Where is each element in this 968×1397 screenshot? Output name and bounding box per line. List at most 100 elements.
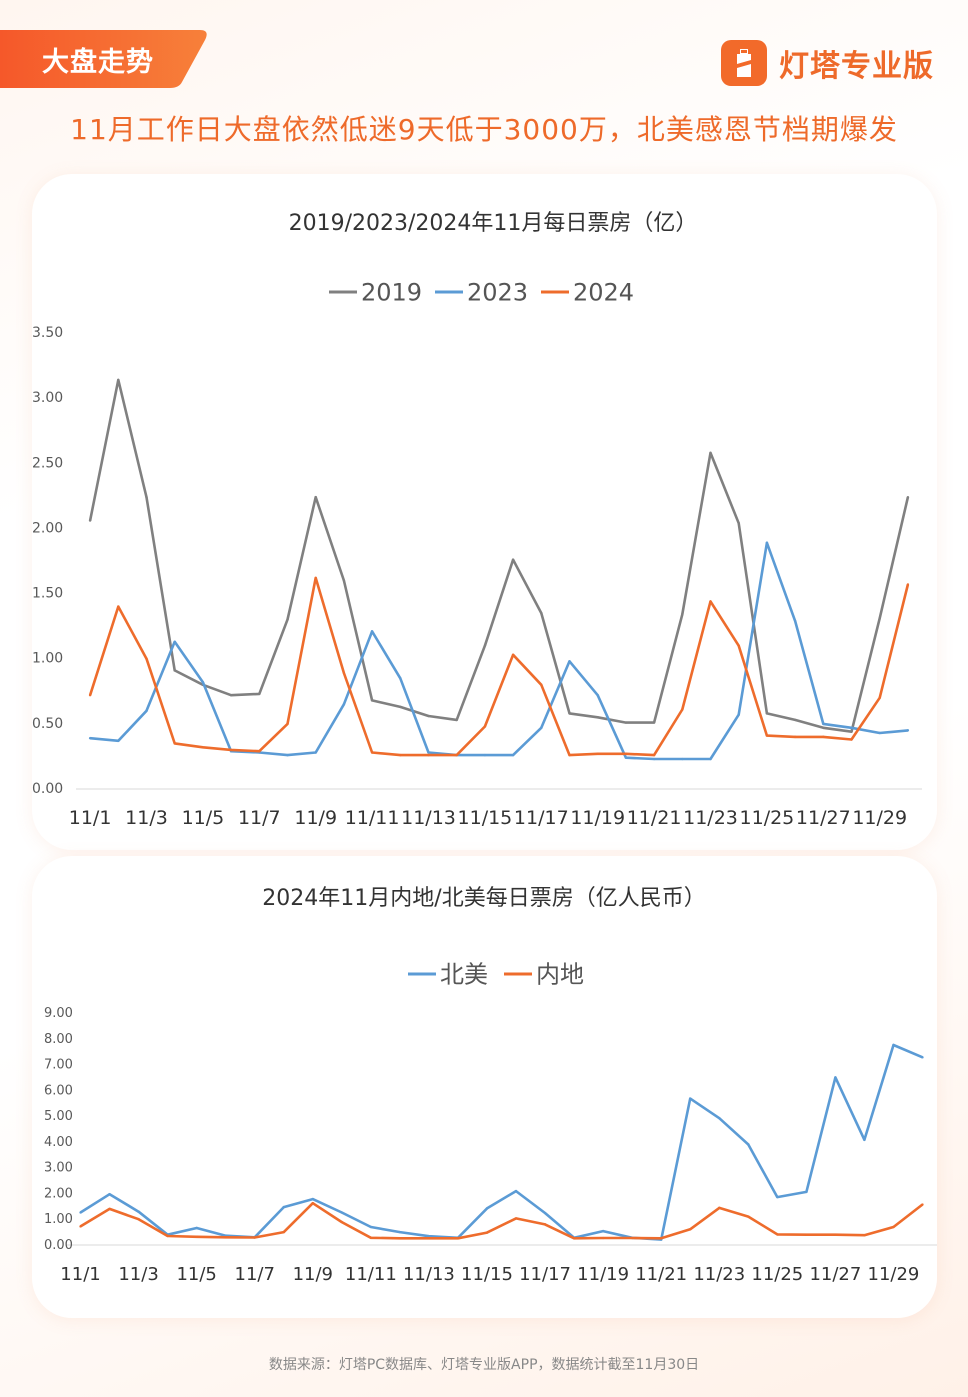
chart2-x-tick-label: 11/7 [235, 1264, 275, 1285]
chart2-point [456, 1237, 460, 1240]
chart1-y-tick-label: 3.50 [32, 325, 63, 341]
chart1-point [624, 756, 628, 759]
chart2-point [340, 1220, 344, 1224]
chart2-point [137, 1218, 140, 1221]
chart1-x-tick-label: 11/5 [182, 807, 225, 829]
source-footer: 数据来源：灯塔PC数据库、灯塔专业版APP，数据统计截至11月30日 [268, 1357, 700, 1373]
chart1-point [765, 734, 769, 737]
chart1-point [596, 752, 599, 756]
chart1-point [427, 753, 430, 757]
chart1-point [455, 718, 458, 722]
chart2-y-tick-label: 1.00 [44, 1212, 73, 1227]
chart2-y-tick-label: 9.00 [44, 1006, 73, 1021]
chart1-x-tick-label: 11/29 [852, 807, 907, 829]
chart1-point [737, 644, 740, 647]
chart1-point [117, 605, 120, 608]
chart2-point [718, 1116, 721, 1120]
chart1-legend-label-2: 2024 [573, 279, 634, 307]
chart2-y-tick-label: 3.00 [44, 1161, 73, 1176]
chart2-point [747, 1143, 750, 1146]
chart2-point [834, 1076, 837, 1079]
lighthouse-logo-icon [721, 40, 767, 86]
chart2-point [369, 1236, 373, 1239]
section-tag-label: 大盘走势 [42, 47, 154, 78]
chart2-point [689, 1097, 692, 1100]
chart2-point [514, 1189, 518, 1193]
chart1-series-line-2 [88, 576, 910, 757]
chart2-point [921, 1203, 924, 1206]
chart1-point [399, 753, 402, 757]
brand: 灯塔专业版 [721, 40, 934, 86]
chart2-point [398, 1230, 402, 1234]
chart1-series-points-2 [88, 576, 910, 757]
chart2-point [892, 1043, 895, 1047]
chart2-point [543, 1211, 547, 1215]
chart1-point [540, 726, 543, 729]
chart1-point [878, 731, 881, 735]
chart1-point [540, 611, 543, 615]
chart-card-mainland-na: 2024年11月内地/北美每日票房（亿人民币） 北美 内地 0.00 1.00 2.00 3… [32, 856, 937, 1318]
chart1-point [737, 522, 740, 525]
chart2-y-tick-label: 7.00 [44, 1058, 73, 1073]
chart1-y-tick-label: 0.00 [32, 781, 63, 797]
chart1-point [314, 576, 317, 580]
chart1-point [568, 712, 571, 715]
chart1-point [427, 714, 430, 718]
chart2-point [195, 1226, 198, 1230]
chart1-point [427, 751, 430, 754]
chart2-y-tick-label: 5.00 [44, 1109, 73, 1124]
chart1-point [596, 693, 599, 697]
chart1-point [201, 746, 205, 749]
chart1-point [652, 721, 656, 724]
chart1-point [483, 725, 487, 728]
chart-daily-boxoffice: 2019/2023/2024年11月每日票房（亿） 2019 2023 2024 0.0… [32, 211, 922, 829]
chart2-point [543, 1223, 547, 1226]
chart1-point [765, 541, 769, 544]
chart2-point [195, 1235, 198, 1238]
chart1-point [399, 677, 402, 680]
chart1-point [850, 730, 853, 733]
chart1-x-tick-label: 11/23 [683, 807, 738, 829]
chart1-y-tick-label: 3.00 [32, 390, 63, 406]
chart1-point [370, 751, 374, 754]
chart1-point [342, 703, 346, 706]
chart2-point [863, 1138, 866, 1142]
chart1-point [906, 729, 910, 732]
chart2-x-tick-label: 11/3 [118, 1264, 158, 1285]
page-subtitle: 11月工作日大盘依然低迷9天低于3000万，北美感恩节档期爆发 [70, 113, 898, 146]
chart1-point [483, 753, 487, 757]
chart1-point [173, 669, 176, 672]
chart1-point [229, 748, 233, 752]
chart1-point [596, 716, 599, 719]
chart1-point [709, 600, 712, 603]
chart1-legend-label-1: 2023 [467, 279, 528, 307]
chart2-point [921, 1056, 924, 1059]
chart1-legend-label-0: 2019 [361, 279, 422, 307]
chart1-x-tick-label: 11/11 [345, 807, 400, 829]
chart1-point [822, 735, 825, 739]
chart2-point [805, 1190, 808, 1194]
chart2-point [137, 1210, 140, 1213]
chart2-point [166, 1234, 169, 1238]
chart1-point [737, 713, 740, 716]
chart2-point [689, 1228, 692, 1231]
chart2-point [282, 1230, 285, 1234]
chart1-x-tick-label: 11/21 [627, 807, 682, 829]
chart2-series-points-1 [79, 1202, 924, 1240]
chart2-point [311, 1197, 314, 1201]
chart1-point [229, 693, 233, 697]
chart2-point [834, 1233, 837, 1236]
chart1-point [342, 671, 346, 675]
chart2-point [514, 1217, 518, 1220]
chart1-point [314, 495, 317, 499]
chart2-point [253, 1236, 256, 1239]
chart2-x-tick-label: 11/19 [577, 1264, 629, 1285]
chart1-point [568, 660, 571, 663]
chart2-x-tick-label: 11/17 [519, 1264, 571, 1285]
chart1-point [483, 644, 487, 647]
chart1-point [314, 751, 317, 754]
chart1-title: 2019/2023/2024年11月每日票房（亿） [289, 211, 698, 236]
chart2-point [601, 1236, 605, 1240]
chart2-point [776, 1233, 779, 1236]
chart2-point [659, 1237, 663, 1240]
